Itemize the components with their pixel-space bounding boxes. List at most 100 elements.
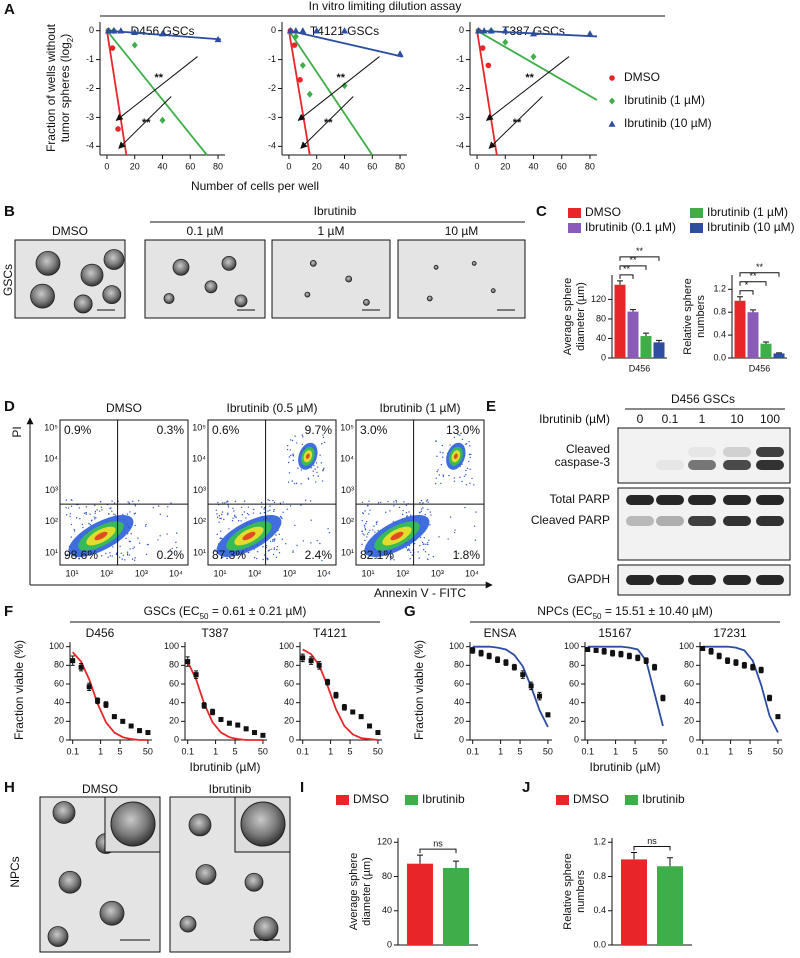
decoration	[422, 507, 424, 509]
decoration	[442, 474, 444, 476]
decoration	[273, 508, 275, 511]
x-tick-label: 50	[773, 746, 783, 756]
decoration	[126, 551, 129, 553]
decoration	[315, 462, 318, 464]
decoration	[474, 539, 477, 541]
y-tick-label: 0.0	[593, 939, 606, 949]
point	[486, 653, 492, 659]
decoration	[112, 546, 114, 548]
x-tick-label: 50	[258, 746, 268, 756]
chart-title: T4121	[313, 626, 347, 640]
decoration	[223, 518, 225, 521]
bar	[621, 859, 647, 945]
annotation: **	[636, 246, 644, 256]
decoration	[429, 511, 431, 513]
y-tick-label: 60	[454, 678, 464, 688]
decoration	[376, 557, 378, 559]
x-tick-label: 5	[633, 746, 638, 756]
chart-title: 17231	[713, 626, 747, 640]
decoration	[453, 436, 456, 439]
decoration	[312, 475, 315, 477]
point	[115, 126, 121, 132]
y-tick-label: -1	[268, 54, 276, 64]
decoration	[423, 543, 425, 545]
decoration	[390, 556, 393, 558]
y-tick-label: 1.2	[593, 837, 606, 847]
decoration	[227, 506, 230, 508]
decoration	[99, 501, 102, 503]
y-tick-label: 40	[169, 697, 179, 707]
legend-swatch	[568, 223, 581, 233]
x-tick-label: 60	[367, 161, 377, 171]
decoration	[688, 575, 716, 585]
decoration	[94, 510, 97, 513]
decoration	[395, 501, 398, 503]
decoration	[313, 464, 315, 467]
decoration	[94, 512, 96, 515]
y-axis-label: diameter (µm)	[361, 857, 373, 926]
x-tick-label: 60	[557, 161, 567, 171]
decoration	[268, 499, 271, 502]
decoration	[466, 467, 469, 470]
x-tick-label: 10³	[431, 568, 444, 578]
x-tick-label: 0.1	[466, 746, 479, 756]
error-bar	[776, 352, 782, 354]
point	[137, 728, 143, 734]
decoration	[103, 249, 125, 270]
y-tick-label: 120	[377, 837, 392, 847]
y-tick-label: 100	[164, 641, 179, 651]
decoration	[241, 513, 244, 516]
decoration	[278, 533, 280, 536]
decoration	[292, 454, 294, 456]
decoration	[369, 509, 371, 511]
decoration	[102, 285, 122, 305]
decoration	[70, 523, 73, 526]
decoration	[73, 528, 75, 531]
decoration	[723, 575, 751, 585]
annotation: **	[513, 117, 522, 129]
legend-label: DMSO	[585, 205, 621, 219]
decoration	[436, 471, 438, 473]
decoration	[301, 434, 304, 436]
decoration	[218, 515, 221, 517]
point	[767, 695, 773, 701]
decoration	[221, 513, 223, 516]
legend-label: Ibrutinib (0.1 µM)	[585, 220, 676, 234]
decoration	[365, 520, 368, 523]
y-tick-label: 0	[387, 939, 392, 949]
x-tick-label: 80	[395, 161, 405, 171]
x-tick-label: 10³	[135, 568, 148, 578]
point	[708, 648, 714, 654]
y-tick-label: 10²	[341, 516, 354, 526]
panel-title-part: = 15.51 ± 10.40 µM)	[602, 604, 713, 618]
decoration	[364, 539, 366, 542]
decoration	[218, 521, 220, 523]
decoration	[265, 544, 268, 547]
y-tick-label: 0	[459, 734, 464, 744]
point	[325, 679, 331, 685]
decoration	[241, 506, 243, 509]
decoration	[101, 509, 103, 511]
decoration	[95, 517, 97, 519]
x-tick-label: 20	[130, 161, 140, 171]
x-tick-label: 5	[233, 746, 238, 756]
decoration	[222, 502, 224, 504]
y-tick-label: 0	[601, 352, 606, 362]
point	[775, 714, 781, 720]
y-tick-label: 80	[596, 313, 606, 323]
point	[485, 62, 492, 69]
decoration	[133, 559, 136, 561]
decoration	[71, 499, 73, 502]
y-tick-label: 80	[382, 871, 392, 881]
fit-line	[702, 645, 779, 733]
decoration	[195, 864, 217, 885]
decoration	[260, 501, 263, 504]
annotation: **	[142, 117, 151, 129]
decoration	[316, 471, 318, 474]
decoration	[262, 558, 264, 561]
decoration	[390, 557, 392, 560]
decoration	[439, 451, 441, 453]
y-tick-label: 0.4	[593, 905, 606, 915]
decoration	[619, 256, 660, 261]
decoration	[739, 281, 767, 286]
